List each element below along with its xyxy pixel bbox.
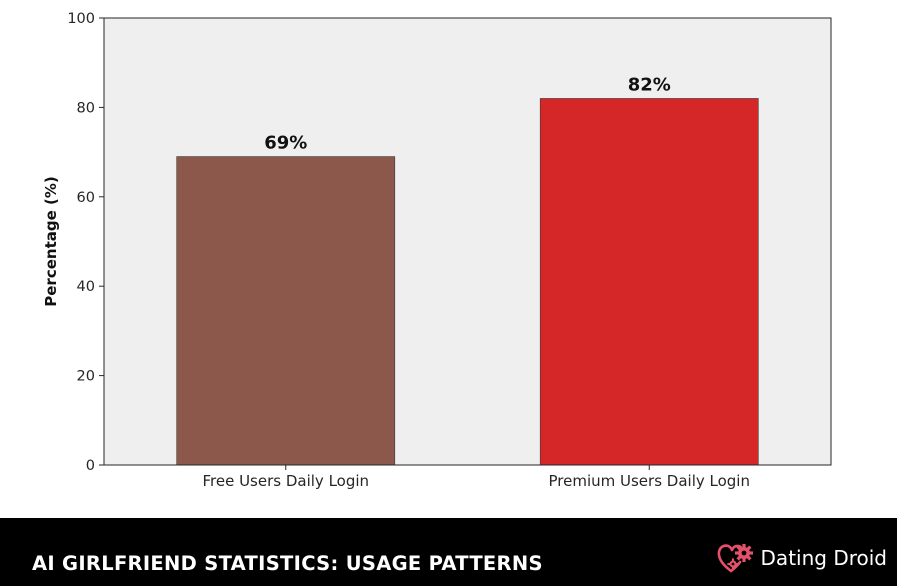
footer-banner: AI GIRLFRIEND STATISTICS: USAGE PATTERNS <box>0 518 897 586</box>
data-label: 69% <box>264 133 307 154</box>
heart-gear-icon <box>717 544 753 573</box>
chart-canvas: 69% Free Users Daily Login 82% Premium User… <box>42 11 832 490</box>
y-tick-label: 100 <box>67 11 95 27</box>
y-tick-label: 20 <box>77 369 95 385</box>
y-axis-label: Percentage (%) <box>42 176 60 306</box>
bar <box>539 98 759 466</box>
plot-frame <box>103 17 832 466</box>
bar <box>176 156 396 466</box>
footer-title: AI GIRLFRIEND STATISTICS: USAGE PATTERNS <box>32 552 543 575</box>
y-tick-label: 0 <box>86 458 95 474</box>
bar-chart: 69% Free Users Daily Login 82% Premium User… <box>42 11 832 490</box>
data-label: 82% <box>628 74 671 95</box>
brand-name: Dating Droid <box>760 546 887 570</box>
y-tick-label: 80 <box>77 100 95 116</box>
y-tick-label: 40 <box>77 279 95 295</box>
y-tick-label: 60 <box>77 190 95 206</box>
x-tick-label: Premium Users Daily Login <box>549 472 750 490</box>
brand: Dating Droid <box>717 540 887 576</box>
x-tick-label: Free Users Daily Login <box>202 472 369 490</box>
